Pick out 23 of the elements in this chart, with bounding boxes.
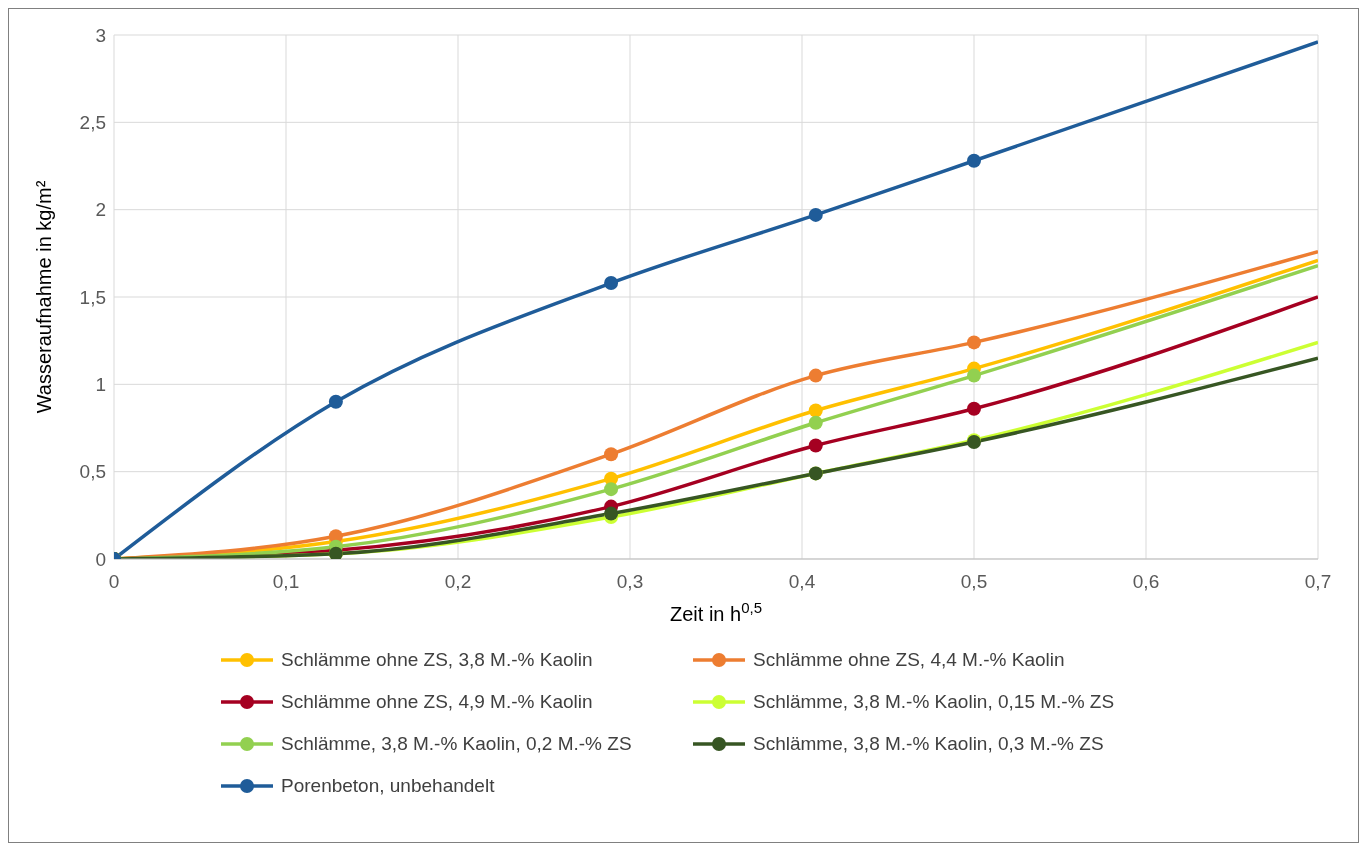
legend-label: Schlämme ohne ZS, 4,4 M.-% Kaolin	[753, 649, 1065, 671]
x-axis-title: Zeit in h$^{0,5}$	[669, 598, 763, 625]
legend-label: Schlämme, 3,8 M.-% Kaolin, 0,2 M.-% ZS	[281, 733, 632, 755]
legend-label: Schlämme ohne ZS, 3,8 M.-% Kaolin	[281, 649, 593, 671]
y-tick-label: 2	[95, 199, 106, 221]
legend-label: Schlämme, 3,8 M.-% Kaolin, 0,3 M.-% ZS	[753, 733, 1104, 755]
x-tick-label: 0,7	[1304, 571, 1332, 593]
legend-label: Porenbeton, unbehandelt	[281, 775, 495, 797]
y-tick-label: 0	[95, 548, 106, 570]
x-tick-label: 0,3	[616, 571, 644, 593]
x-tick-label: 0,1	[272, 571, 300, 593]
y-tick-label: 3	[95, 24, 106, 46]
y-axis-title: Wasseraufnahme in kg/m²	[33, 180, 55, 414]
y-tick-label: 1	[95, 374, 106, 396]
legend-label: Schlämme, 3,8 M.-% Kaolin, 0,15 M.-% ZS	[753, 691, 1115, 713]
x-tick-label: 0,4	[788, 571, 816, 593]
y-tick-label: 0,5	[79, 461, 106, 483]
x-tick-label: 0,6	[1132, 571, 1160, 593]
x-tick-label: 0,2	[444, 571, 472, 593]
x-tick-label: 0,5	[960, 571, 988, 593]
y-tick-label: 2,5	[79, 112, 106, 134]
legend-label: Schlämme ohne ZS, 4,9 M.-% Kaolin	[281, 691, 593, 713]
y-tick-label: 1,5	[79, 286, 106, 308]
